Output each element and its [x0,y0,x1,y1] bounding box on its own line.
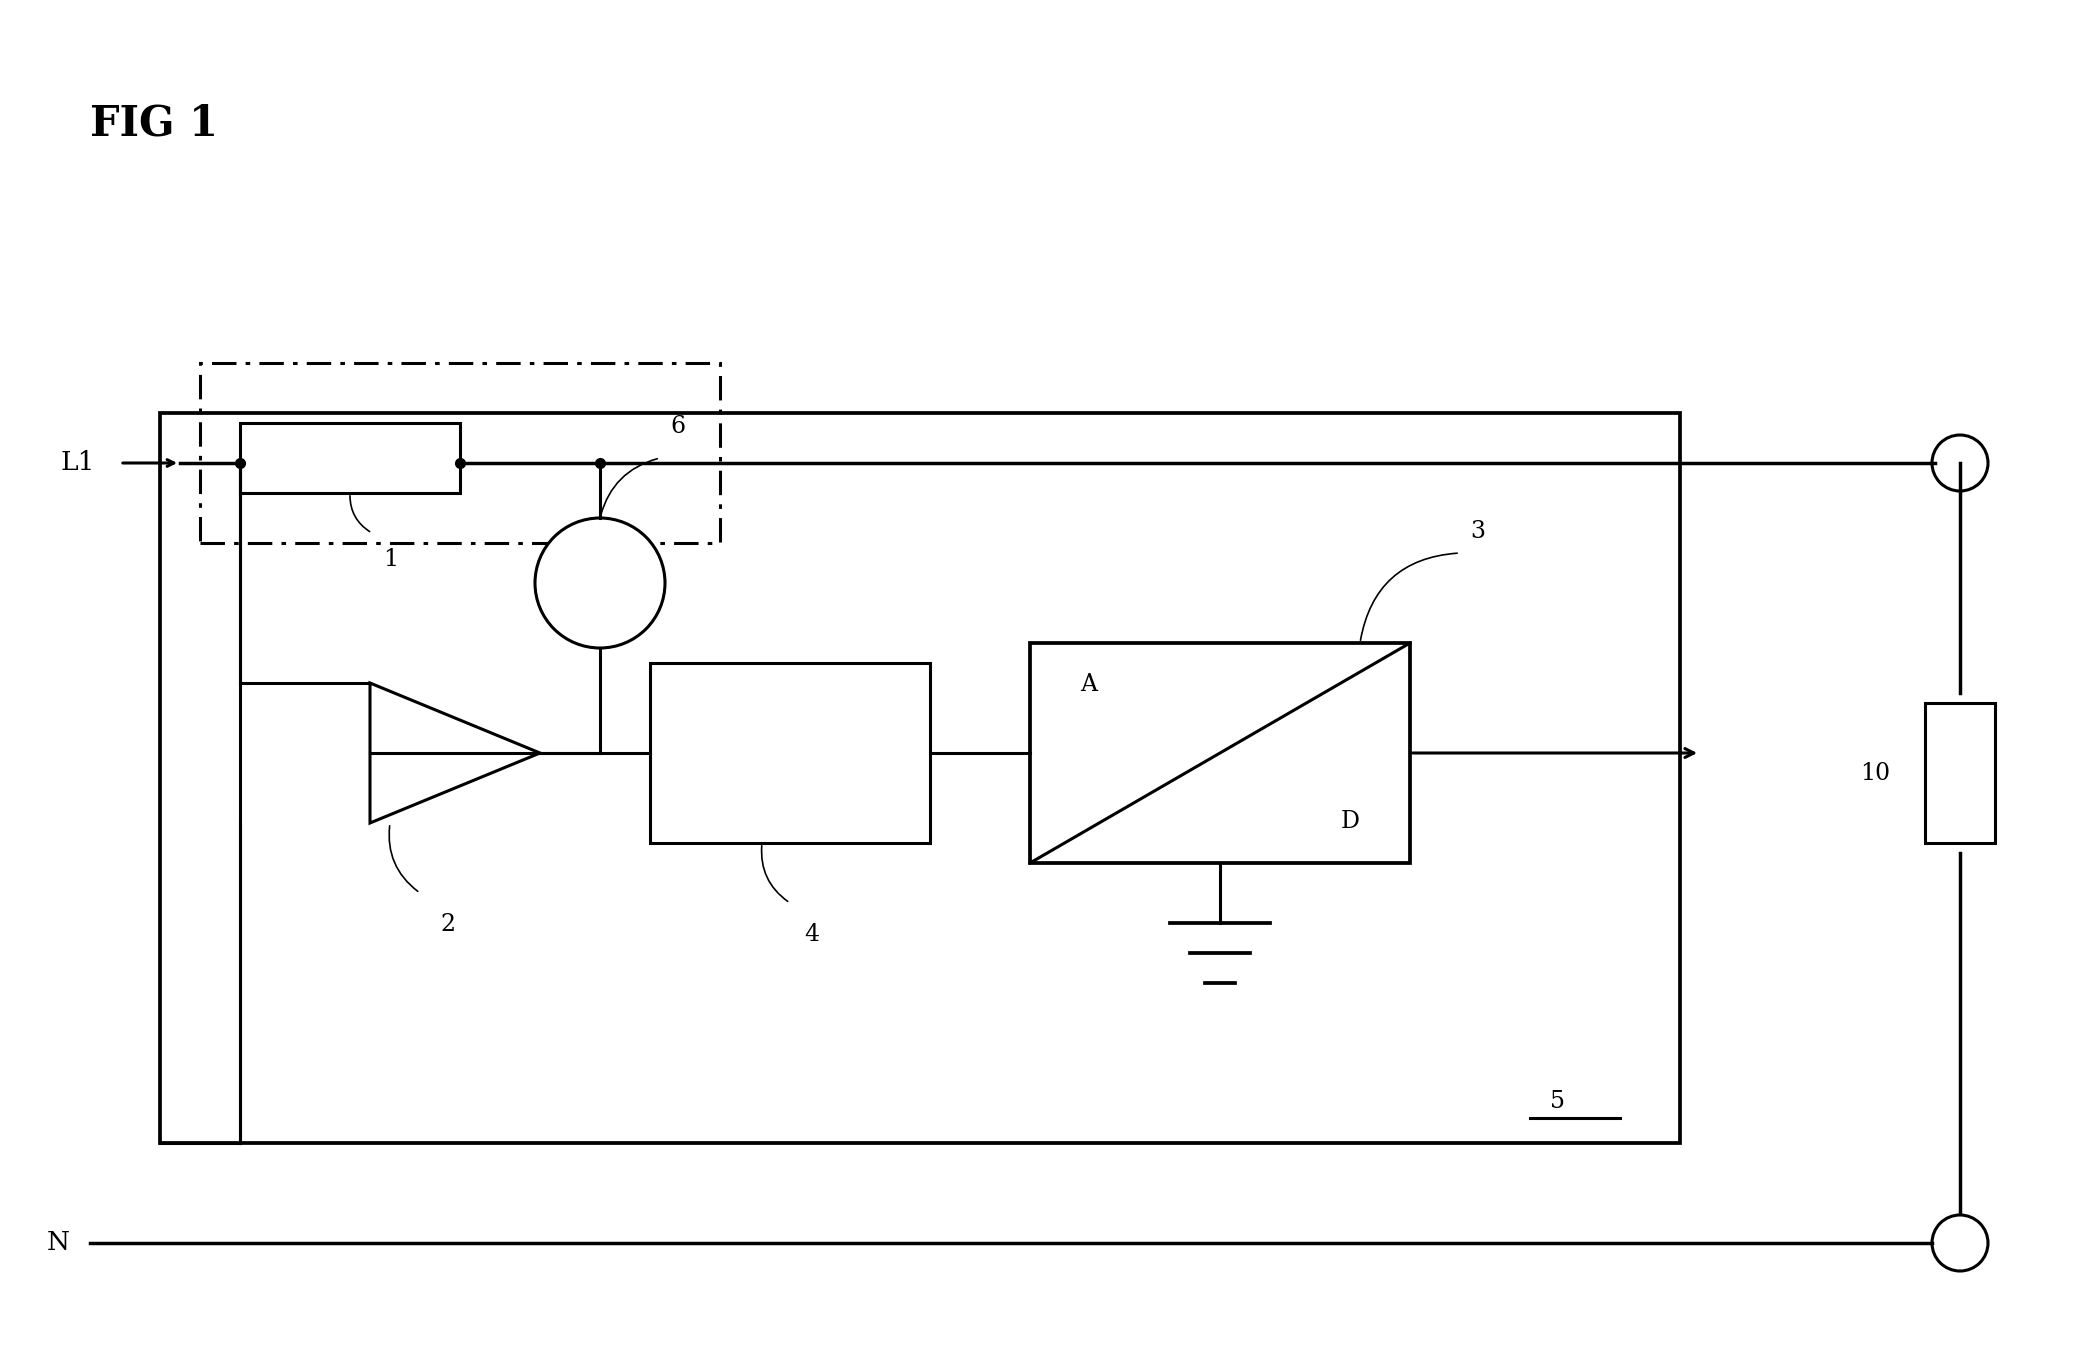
Circle shape [1931,1214,1988,1272]
Text: 2: 2 [441,913,456,936]
Text: 4: 4 [805,923,819,946]
Bar [161,413,1680,1144]
Bar [240,423,460,493]
Text: 5: 5 [1551,1090,1565,1114]
Bar [1030,643,1411,863]
Text: FIG 1: FIG 1 [90,104,217,144]
Text: 1: 1 [382,548,397,571]
Text: L1: L1 [61,451,94,476]
Text: N: N [46,1231,69,1255]
Bar [650,662,930,842]
Circle shape [535,518,665,647]
Polygon shape [370,683,539,823]
Text: 3: 3 [1469,521,1486,542]
Circle shape [1931,435,1988,491]
Text: 6: 6 [671,414,686,438]
Text: A: A [1081,673,1097,696]
Text: 10: 10 [1860,762,1889,785]
Bar [1925,703,1996,842]
Bar [201,363,719,542]
Text: D: D [1342,810,1361,833]
